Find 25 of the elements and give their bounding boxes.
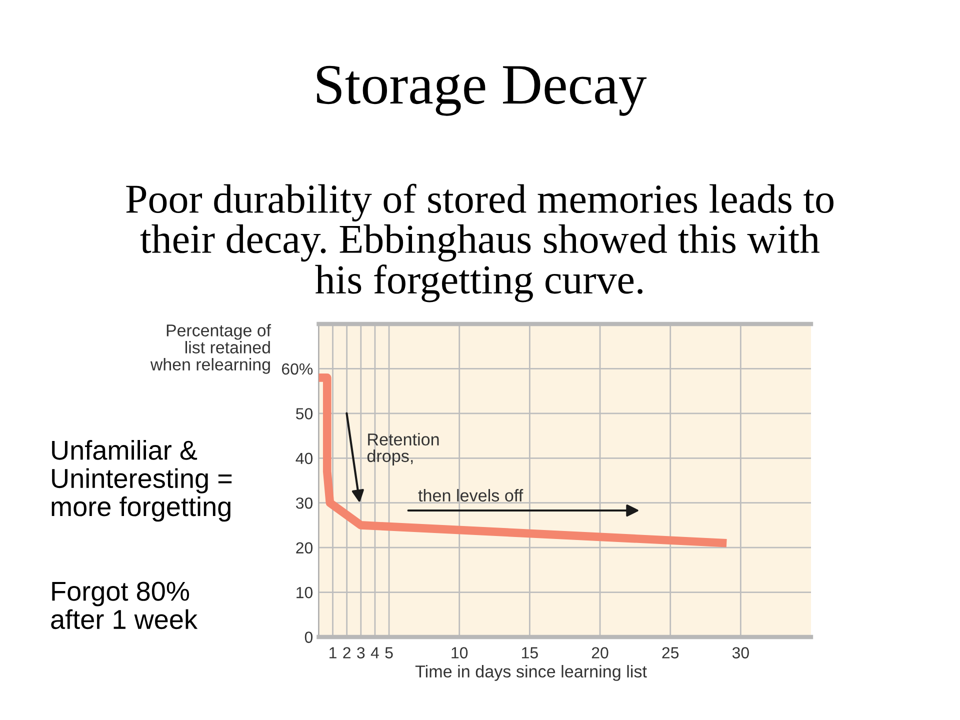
y-axis-title: Percentage of list retained when relearning [150,324,272,374]
x-tick-label: 25 [662,647,679,658]
y-tick-label: 40 [296,452,313,464]
text: Forgot 80% after 1 week [51,582,198,630]
y-tick-label: 30 [296,497,313,509]
chart-subtitle: Poor durability of stored memories leads to their decay. Ebbinghaus showed this with his forgetting curve. [126,184,834,302]
x-tick-label: 20 [592,647,608,658]
x-tick-label: 10 [452,647,468,658]
x-axis-title: Time in days since learning list [415,665,647,681]
x-tick-label: 4 [370,647,379,658]
x-tick-label: 5 [385,647,393,658]
y-tick-label: 10 [296,586,313,598]
x-tick-label: 1 [330,647,336,658]
x-tick-label: 15 [522,647,538,658]
x-tick-label: 30 [732,647,749,658]
text: Unfamiliar & Uninteresting = more forgetting [52,440,232,522]
y-tick-label: 60% [282,363,313,375]
x-tick-label: 2 [343,647,350,658]
chart-title: Storage Decay [317,66,647,116]
y-tick-label: 50 [296,408,313,420]
annotation: Retention drops, [367,433,439,466]
y-tick-label: 20 [296,542,313,554]
annotation: then levels off [418,489,524,502]
x-tick-label: 3 [357,647,365,658]
y-tick-label: 0 [304,632,313,643]
